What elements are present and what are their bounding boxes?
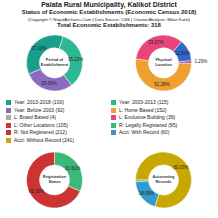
svg-text:18.99%: 18.99%: [139, 191, 154, 196]
html-text:L: Home Based (152): L: Home Based (152): [119, 106, 167, 113]
svg-text:1.29%: 1.29%: [194, 59, 207, 64]
html-text:Palata Rural Municipality, Kal: Palata Rural Municipality, Kalikot Distr…: [41, 1, 177, 8]
html-text:L: Exclusive Building (39): L: Exclusive Building (39): [119, 114, 176, 120]
svg-text:31.61%: 31.61%: [65, 166, 80, 171]
html-text:R: Legally Registered (95): R: Legally Registered (95): [119, 121, 178, 128]
html-text:Acct: With Record (60): Acct: With Record (60): [119, 129, 170, 135]
html-text:(Copyright © NepalArchives.Com: (Copyright © NepalArchives.Com | Data So…: [28, 16, 190, 22]
html-text:Registration Status: Registration Status: [42, 174, 67, 184]
html-text:Physical Location: Physical Location: [155, 57, 172, 67]
html-text:Accounting Records: Accounting Records: [152, 174, 175, 184]
svg-text:37.10%: 37.10%: [31, 46, 46, 51]
html-text:L: Other Locations (105): L: Other Locations (105): [14, 121, 68, 128]
html-text:Acct: Without Record (241): Acct: Without Record (241): [14, 136, 74, 143]
html-text:Period of Establishment: Period of Establishment: [40, 57, 69, 67]
svg-text:68.39%: 68.39%: [29, 189, 44, 194]
html-text:Year: 2003-2013 (115): Year: 2003-2013 (115): [119, 99, 169, 105]
html-text:Total Economic Establishments:: Total Economic Establishments: 318: [57, 22, 161, 28]
svg-text:33.67%: 33.67%: [148, 40, 163, 45]
svg-text:12.50%: 12.50%: [175, 51, 190, 56]
html-text:R: Not Registered (212): R: Not Registered (212): [14, 129, 67, 135]
svg-text:52.28%: 52.28%: [154, 82, 169, 87]
html-text:Year: Before 2003 (92): Year: Before 2003 (92): [14, 106, 65, 113]
html-text:Year: 2013-2018 (100): Year: 2013-2018 (100): [14, 99, 64, 105]
svg-text:35.22%: 35.22%: [68, 57, 83, 62]
html-text:Status of Economic Establishme: Status of Economic Establishments (Econo…: [21, 9, 197, 15]
html-text:L: Board Based (4): L: Board Based (4): [14, 114, 56, 120]
svg-text:80.03%: 80.03%: [173, 165, 188, 170]
svg-text:29.65%: 29.65%: [41, 81, 56, 86]
